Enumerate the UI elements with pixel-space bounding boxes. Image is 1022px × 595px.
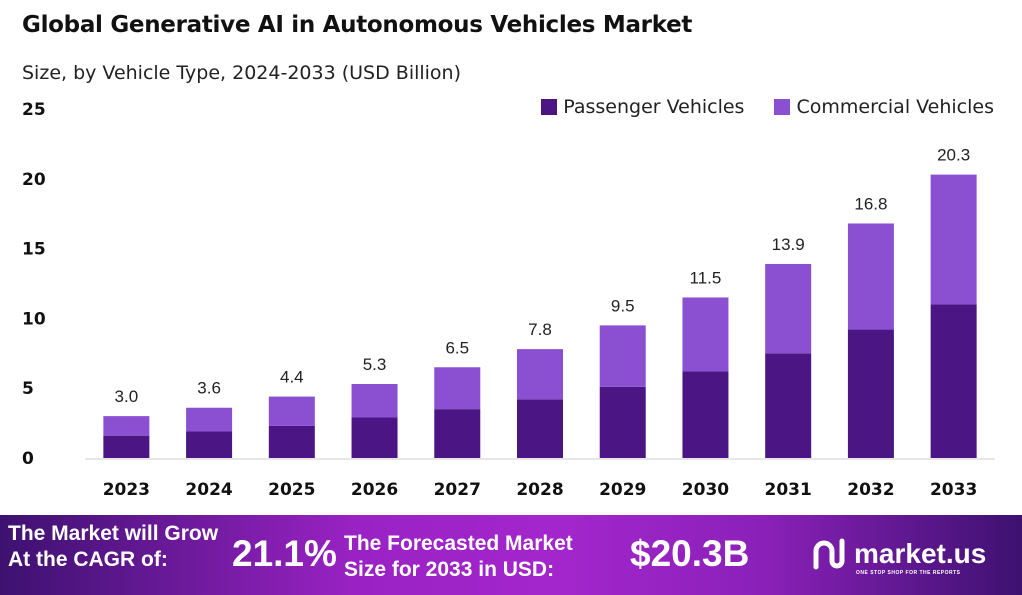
bar-commercial	[351, 384, 398, 418]
data-label: 4.4	[280, 368, 304, 387]
bar-commercial	[682, 297, 729, 372]
bar-passenger	[930, 304, 977, 458]
data-label: 6.5	[445, 338, 469, 357]
bar-commercial	[847, 223, 894, 330]
data-label: 7.8	[528, 320, 552, 339]
logo-tagline: ONE STOP SHOP FOR THE REPORTS	[856, 570, 961, 576]
data-label: 20.3	[937, 146, 970, 165]
chart-title: Global Generative AI in Autonomous Vehic…	[22, 12, 693, 38]
legend-label: Commercial Vehicles	[796, 96, 994, 118]
data-label: 3.6	[197, 379, 221, 398]
legend: Passenger Vehicles Commercial Vehicles	[541, 96, 994, 118]
chart-subtitle: Size, by Vehicle Type, 2024-2033 (USD Bi…	[22, 62, 462, 84]
footer-banner: The Market will Grow At the CAGR of: 21.…	[0, 515, 1022, 595]
bar-commercial	[434, 367, 481, 410]
bar-passenger	[682, 371, 729, 458]
y-tick-label: 25	[22, 100, 46, 120]
x-tick-label: 2030	[682, 480, 729, 500]
bar-commercial	[103, 416, 150, 436]
x-tick-label: 2024	[185, 480, 232, 500]
bar-commercial	[599, 325, 646, 387]
x-tick-label: 2027	[434, 480, 481, 500]
bar-passenger	[103, 435, 150, 458]
x-tick-label: 2023	[103, 480, 150, 500]
bar-commercial	[517, 349, 563, 400]
legend-item-passenger: Passenger Vehicles	[541, 96, 744, 118]
data-label: 3.0	[115, 387, 139, 406]
market-us-logo: market.us ONE STOP SHOP FOR THE REPORTS	[812, 537, 987, 576]
data-label: 5.3	[363, 355, 387, 374]
y-tick-label: 0	[22, 449, 34, 469]
bar-passenger	[186, 431, 233, 458]
bar-passenger	[351, 417, 398, 458]
bar-commercial	[930, 174, 977, 305]
x-tick-label: 2033	[930, 480, 977, 500]
bar-chart: 05101520253.020233.620244.420255.320266.…	[22, 100, 995, 500]
legend-item-commercial: Commercial Vehicles	[774, 96, 994, 118]
y-tick-label: 5	[22, 379, 34, 399]
bar-passenger	[599, 386, 646, 458]
x-tick-label: 2026	[351, 480, 398, 500]
bar-passenger	[434, 409, 481, 458]
legend-swatch	[541, 99, 558, 115]
legend-swatch	[774, 99, 791, 115]
y-tick-label: 20	[22, 170, 46, 190]
x-tick-label: 2028	[516, 480, 563, 500]
bar-passenger	[268, 425, 315, 458]
x-tick-label: 2032	[847, 480, 894, 500]
data-label: 11.5	[690, 268, 722, 287]
bar-passenger	[517, 399, 563, 458]
x-tick-label: 2029	[599, 480, 646, 500]
data-label: 9.5	[611, 296, 635, 315]
data-label: 16.8	[854, 194, 887, 213]
data-label: 13.9	[772, 235, 805, 254]
y-tick-label: 10	[22, 309, 46, 329]
bar-commercial	[765, 263, 812, 354]
y-tick-label: 15	[22, 240, 46, 260]
forecast-value: $20.3B	[630, 533, 750, 574]
x-tick-label: 2025	[268, 480, 315, 500]
bar-passenger	[847, 329, 894, 458]
bar-commercial	[186, 407, 233, 432]
x-tick-label: 2031	[765, 480, 812, 500]
bar-passenger	[765, 353, 812, 458]
legend-label: Passenger Vehicles	[563, 96, 745, 118]
cagr-label: The Market will Grow At the CAGR of:	[8, 522, 219, 571]
bar-commercial	[268, 396, 315, 426]
logo-text: market.us	[854, 538, 987, 569]
cagr-value: 21.1%	[232, 533, 337, 574]
logo-icon	[813, 538, 845, 570]
forecast-label: The Forecasted Market Size for 2033 in U…	[344, 532, 573, 581]
